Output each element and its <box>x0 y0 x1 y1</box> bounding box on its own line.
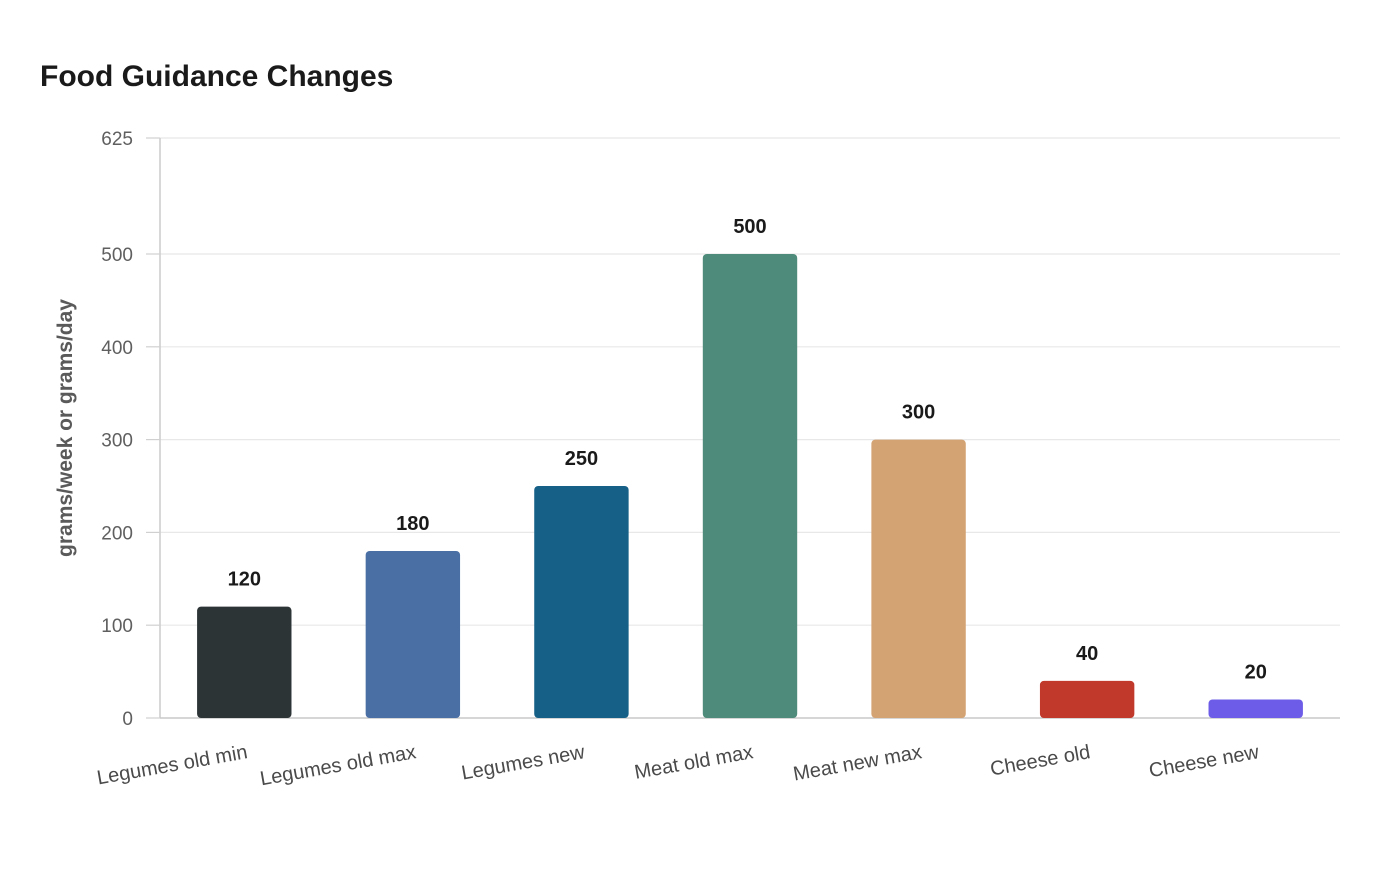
data-labels: 120 180 250 500 300 40 20 <box>228 216 1267 683</box>
category-labels: Legumes old min Legumes old max Legumes ne… <box>95 741 1261 790</box>
category-label: Cheese new <box>1147 741 1261 782</box>
bars <box>197 254 1303 718</box>
bar <box>702 254 798 718</box>
bar <box>197 606 292 718</box>
data-label: 250 <box>565 448 598 470</box>
category-label: Legumes old min <box>95 741 249 789</box>
y-tick-label: 200 <box>101 523 133 544</box>
y-tick-label: 500 <box>101 245 133 266</box>
bar <box>365 550 461 718</box>
data-label: 120 <box>228 569 261 591</box>
data-label: 180 <box>396 513 429 535</box>
data-label: 300 <box>902 402 935 424</box>
y-tick-label: 300 <box>101 431 133 452</box>
category-label: Meat old max <box>633 741 755 784</box>
category-label: Cheese old <box>989 741 1092 780</box>
category-label: Meat new max <box>792 741 924 785</box>
y-tick-label: 0 <box>122 709 133 730</box>
data-label: 40 <box>1076 643 1098 665</box>
category-label: Legumes new <box>460 741 587 784</box>
data-label: 20 <box>1245 661 1267 683</box>
y-tick-label: 400 <box>101 338 133 359</box>
bar <box>534 486 629 718</box>
bar <box>1039 680 1135 718</box>
y-tick-labels: 0 100 200 300 400 500 625 <box>101 129 160 730</box>
y-tick-label: 100 <box>101 616 133 637</box>
bar <box>871 439 966 718</box>
bar <box>1208 699 1303 718</box>
y-tick-label: 625 <box>101 129 133 150</box>
y-axis-title: grams/week or grams/day <box>54 299 77 557</box>
chart-title: Food Guidance Changes <box>40 60 394 93</box>
data-label: 500 <box>733 216 766 238</box>
category-label: Legumes old max <box>258 741 417 790</box>
